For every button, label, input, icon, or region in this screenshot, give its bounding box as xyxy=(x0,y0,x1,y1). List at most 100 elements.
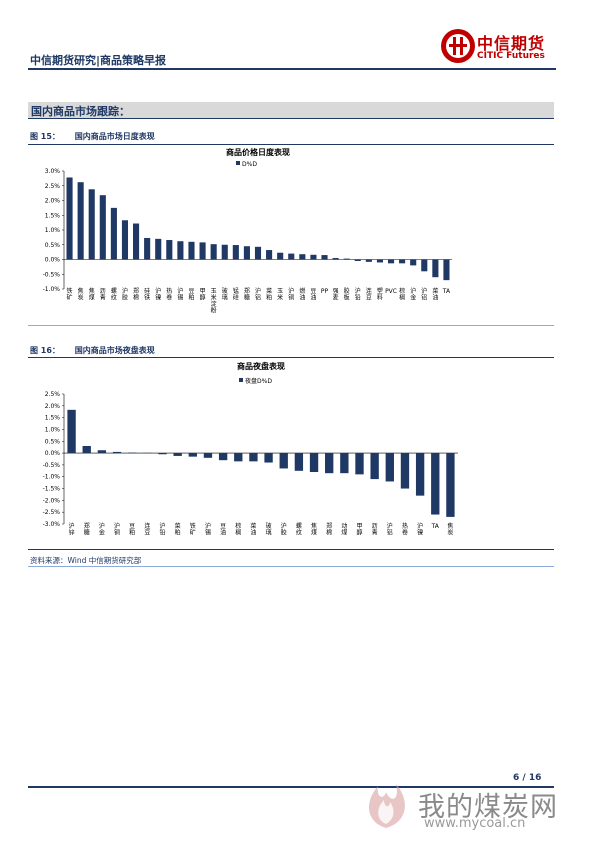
y-tick-label: 1.0% xyxy=(45,227,61,234)
category-label: 沪胶 xyxy=(281,522,287,537)
category-label: 沪镍 xyxy=(155,287,161,302)
category-label: 热卷 xyxy=(402,522,408,537)
category-label: 连豆 xyxy=(366,287,372,302)
legend-swatch xyxy=(236,161,240,165)
category-label: 豆粕 xyxy=(129,523,135,537)
category-label: 沪胶 xyxy=(122,287,128,302)
bar xyxy=(343,258,350,260)
category-label: 菜油 xyxy=(432,287,438,302)
bar xyxy=(321,255,328,260)
y-tick-label: 2.0% xyxy=(45,403,61,410)
bar xyxy=(355,453,364,475)
category-label: 焦炭 xyxy=(447,522,453,537)
category-label: 沪铅 xyxy=(355,287,361,302)
figure-16-title: 国内商品市场夜盘表现 xyxy=(74,346,155,355)
category-label: 热卷 xyxy=(166,287,172,302)
bar xyxy=(254,246,262,260)
bar xyxy=(210,244,217,260)
bar xyxy=(294,453,304,471)
category-label: 连豆 xyxy=(144,522,150,537)
category-label: 沪铝 xyxy=(387,522,393,537)
category-label: 菜粕 xyxy=(175,522,181,537)
y-tick-label: -0.5% xyxy=(43,462,61,469)
category-label: 燃油 xyxy=(299,287,305,302)
legend-label: 夜盘D%D xyxy=(245,377,272,385)
category-label: PP xyxy=(321,288,329,295)
y-tick-label: 0.0% xyxy=(45,450,61,457)
bar xyxy=(415,453,425,496)
category-label: 沪金 xyxy=(99,522,105,537)
bar xyxy=(177,241,184,260)
bar xyxy=(310,254,317,260)
category-label: 沪铜 xyxy=(288,287,294,302)
category-label: 铁矿 xyxy=(67,287,73,302)
bar xyxy=(309,453,319,472)
figure-16-caption: 图 16： 国内商品市场夜盘表现 xyxy=(30,345,155,356)
header-divider xyxy=(28,68,556,70)
y-tick-label: -1.0% xyxy=(43,474,61,481)
bar xyxy=(158,453,167,455)
watermark-text-cn: 我的煤炭网 xyxy=(418,792,558,823)
bar xyxy=(385,453,394,482)
category-label: 玻璃 xyxy=(222,287,228,302)
category-label: 焦煤 xyxy=(311,522,317,537)
category-label: 螺纹 xyxy=(111,287,117,302)
category-label: 郑糖 xyxy=(244,287,250,302)
category-label: 强麦 xyxy=(333,288,339,302)
y-tick-label: 0.5% xyxy=(45,438,61,445)
y-tick-label: 3.0% xyxy=(45,168,61,175)
bar xyxy=(325,453,334,474)
bar xyxy=(410,259,417,266)
category-label: 豆油 xyxy=(220,523,226,537)
bar xyxy=(128,452,137,454)
category-label: 玉米淀粉 xyxy=(211,288,217,315)
category-label: 螺纹 xyxy=(296,522,302,537)
category-label: 沪铅 xyxy=(159,522,165,537)
bar xyxy=(340,453,349,474)
y-tick-label: 2.5% xyxy=(45,183,61,190)
y-tick-label: 0.0% xyxy=(45,257,61,264)
y-tick-label: 2.0% xyxy=(45,198,61,205)
category-label: 沪铜 xyxy=(114,522,120,537)
category-label: 铁矿 xyxy=(190,522,196,537)
figure-15-number: 图 15： xyxy=(30,132,60,141)
category-label: 玻璃 xyxy=(266,522,272,537)
bar xyxy=(249,453,258,462)
bar xyxy=(354,259,361,261)
category-label: 塑料 xyxy=(377,287,383,302)
bar xyxy=(110,207,117,260)
bar xyxy=(387,259,395,264)
figure-15-caption: 图 15： 国内商品市场日度表现 xyxy=(30,131,155,142)
category-label: 沪铝 xyxy=(255,287,261,302)
bar xyxy=(446,453,455,517)
category-label: 菜油 xyxy=(250,522,256,537)
y-tick-label: -1.0% xyxy=(43,286,61,293)
category-label: 豆粕 xyxy=(188,288,194,302)
figure-16-bottom-rule xyxy=(28,549,554,550)
category-label: PVC xyxy=(385,288,397,295)
y-tick-label: 2.5% xyxy=(45,391,61,398)
category-label: 郑糖 xyxy=(84,522,90,537)
category-label: 棕榈 xyxy=(399,287,405,302)
category-label: 沪锌 xyxy=(69,522,75,537)
category-label: 硅铁 xyxy=(144,287,150,302)
category-label: 菜粕 xyxy=(266,287,272,302)
category-label: 焦煤 xyxy=(89,287,95,302)
bar xyxy=(67,409,76,454)
bar xyxy=(218,453,228,461)
bar xyxy=(376,259,383,263)
category-label: 豆油 xyxy=(310,288,316,302)
category-label: 焦炭 xyxy=(78,287,84,302)
y-tick-label: 1.5% xyxy=(45,212,61,219)
bar xyxy=(421,259,428,272)
bar xyxy=(234,453,243,462)
bar xyxy=(399,259,406,264)
bar xyxy=(112,451,122,454)
bar xyxy=(173,453,182,456)
citic-logo-icon xyxy=(441,29,475,63)
y-tick-label: -2.5% xyxy=(43,509,61,516)
bar xyxy=(203,453,213,458)
footer-divider xyxy=(28,786,554,788)
bar xyxy=(133,223,140,260)
bar xyxy=(443,259,450,281)
